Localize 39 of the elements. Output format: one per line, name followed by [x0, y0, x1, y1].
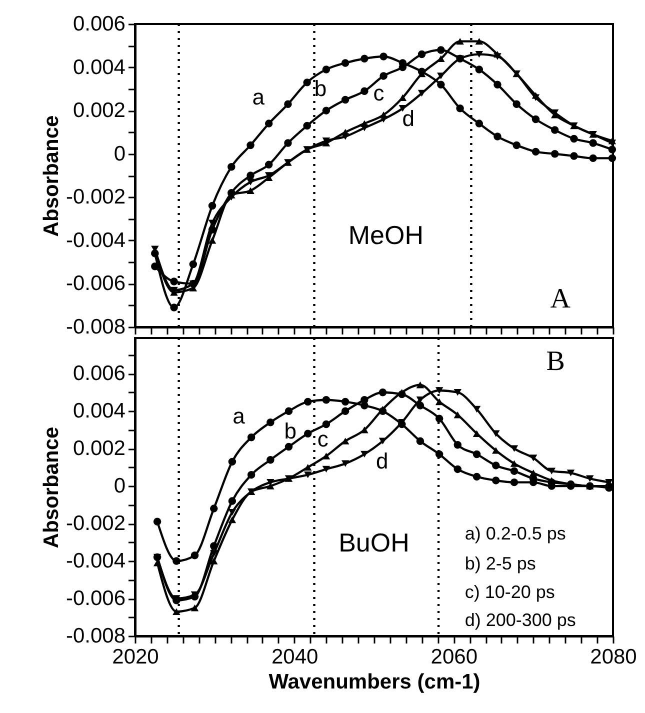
x-tick-label: 2020: [112, 646, 159, 668]
y-tick-label: -0.002: [66, 512, 126, 536]
annotation: b: [314, 76, 327, 101]
x-tick-label: 2060: [430, 646, 478, 668]
y-tick-label: 0.002: [72, 437, 126, 460]
y-tick-label: -0.002: [66, 186, 126, 209]
annotation: a) 0.2-0.5 ps: [464, 524, 566, 544]
x-tick-label: 2080: [590, 646, 637, 668]
annotation: a: [232, 404, 246, 429]
y-tick-label: 0.002: [72, 99, 126, 122]
annotation: B: [546, 346, 565, 377]
y-axis-title: Absorbance: [40, 115, 63, 237]
y-tick-label: -0.004: [66, 228, 126, 252]
y-tick-label: -0.006: [66, 587, 126, 610]
annotation: MeOH: [348, 220, 424, 250]
y-tick-label: 0.006: [72, 362, 126, 386]
y-tick-label: -0.006: [66, 272, 126, 296]
annotation: c) 10-20 ps: [464, 582, 555, 602]
annotation: d: [402, 106, 415, 132]
x-tick-label: 2040: [271, 646, 318, 668]
y-tick-label: 0.006: [72, 12, 126, 36]
annotation: c: [317, 426, 328, 452]
y-tick-label: 0.004: [72, 56, 126, 79]
annotation: d: [376, 448, 388, 474]
y-tick-label: 0: [114, 474, 126, 498]
annotation: b: [284, 418, 296, 444]
annotation: BuOH: [338, 528, 410, 558]
annotation: A: [550, 284, 572, 315]
y-tick-label: -0.004: [66, 550, 126, 573]
y-tick-label: -0.008: [66, 316, 126, 338]
annotation: d) 200-300 ps: [464, 610, 576, 630]
y-axis-title: Absorbance: [40, 426, 63, 548]
y-tick-label: 0.004: [72, 400, 126, 423]
y-tick-label: -0.008: [66, 624, 126, 648]
annotation: b) 2-5 ps: [464, 553, 536, 574]
x-axis-title: Wavenumbers (cm-1): [268, 670, 480, 694]
y-tick-label: 0: [114, 142, 126, 166]
annotation: a: [252, 84, 266, 110]
annotation: c: [373, 80, 384, 106]
